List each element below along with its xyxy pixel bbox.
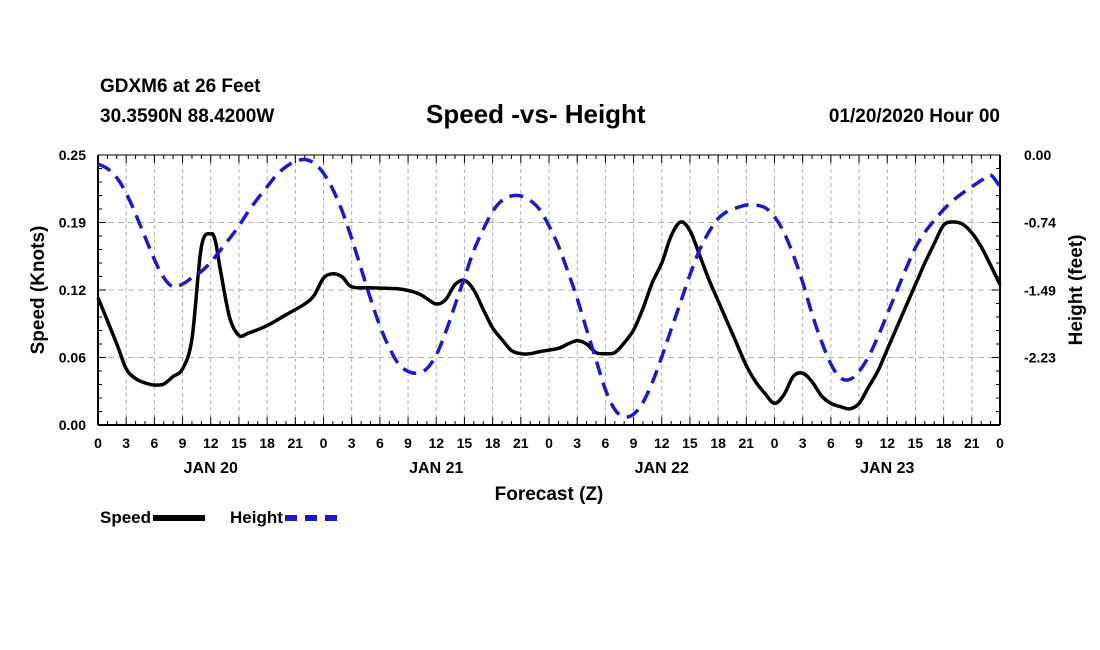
- x-tick-label: 0: [545, 435, 553, 451]
- x-tick-label: 15: [908, 435, 924, 451]
- legend-speed: Speed: [100, 508, 206, 528]
- x-tick-label: 18: [259, 435, 275, 451]
- y-right-tick-label: 0.00: [1024, 147, 1051, 163]
- y-left-tick-label: 0.06: [59, 350, 86, 366]
- y-left-tick-label: 0.25: [59, 147, 86, 163]
- x-tick-label: 18: [936, 435, 952, 451]
- x-tick-label: 12: [879, 435, 895, 451]
- x-tick-label: 6: [150, 435, 158, 451]
- x-tick-label: 21: [288, 435, 304, 451]
- x-tick-label: 18: [485, 435, 501, 451]
- x-tick-label: 6: [376, 435, 384, 451]
- y-left-tick-label: 0.00: [59, 417, 86, 433]
- x-tick-label: 21: [513, 435, 529, 451]
- x-tick-label: 3: [122, 435, 130, 451]
- x-tick-label: 0: [320, 435, 328, 451]
- day-label: JAN 20: [184, 460, 238, 477]
- x-tick-label: 0: [94, 435, 102, 451]
- legend-speed-label: Speed: [100, 508, 152, 527]
- x-tick-label: 15: [682, 435, 698, 451]
- y-right-tick-label: -2.23: [1024, 350, 1056, 366]
- x-tick-label: 15: [457, 435, 473, 451]
- x-tick-label: 18: [710, 435, 726, 451]
- x-tick-label: 12: [654, 435, 670, 451]
- y-left-tick-label: 0.19: [59, 215, 86, 231]
- y-left-tick-label: 0.12: [59, 282, 86, 298]
- x-axis-title: Forecast (Z): [495, 484, 604, 505]
- day-label: JAN 22: [635, 460, 689, 477]
- y-right-tick-label: -1.49: [1024, 282, 1056, 298]
- day-label: JAN 23: [860, 460, 914, 477]
- day-label: JAN 21: [409, 460, 463, 477]
- x-tick-label: 12: [203, 435, 219, 451]
- legend-speed-swatch: [153, 515, 206, 521]
- x-tick-label: 9: [179, 435, 187, 451]
- y-right-tick-label: -0.74: [1024, 214, 1056, 230]
- forecast-datetime: 01/20/2020 Hour 00: [828, 106, 1000, 127]
- chart-title: Speed -vs- Height: [426, 99, 646, 129]
- legend-height-swatch: [284, 515, 337, 521]
- x-tick-label: 3: [348, 435, 356, 451]
- station-label: GDXM6 at 26 Feet: [100, 76, 261, 97]
- x-tick-label: 6: [601, 435, 609, 451]
- x-tick-label: 3: [799, 435, 807, 451]
- x-tick-label: 3: [573, 435, 581, 451]
- x-tick-label: 9: [630, 435, 638, 451]
- x-tick-label: 0: [771, 435, 779, 451]
- x-tick-label: 9: [404, 435, 412, 451]
- series-line-height: [97, 157, 1002, 419]
- x-tick-label: 21: [739, 435, 755, 451]
- y-left-axis-title: Speed (Knots): [28, 226, 49, 355]
- series-line-speed: [96, 220, 1002, 411]
- y-right-axis-title: Height (feet): [1066, 235, 1087, 346]
- legend-height-label: Height: [230, 508, 283, 527]
- x-tick-label: 15: [231, 435, 247, 451]
- x-tick-label: 6: [827, 435, 835, 451]
- x-tick-label: 12: [428, 435, 444, 451]
- legend-height: Height: [230, 508, 337, 528]
- x-tick-label: 21: [964, 435, 980, 451]
- x-tick-label: 9: [855, 435, 863, 451]
- coordinates-label: 30.3590N 88.4200W: [100, 106, 275, 127]
- x-tick-label: 0: [996, 435, 1004, 451]
